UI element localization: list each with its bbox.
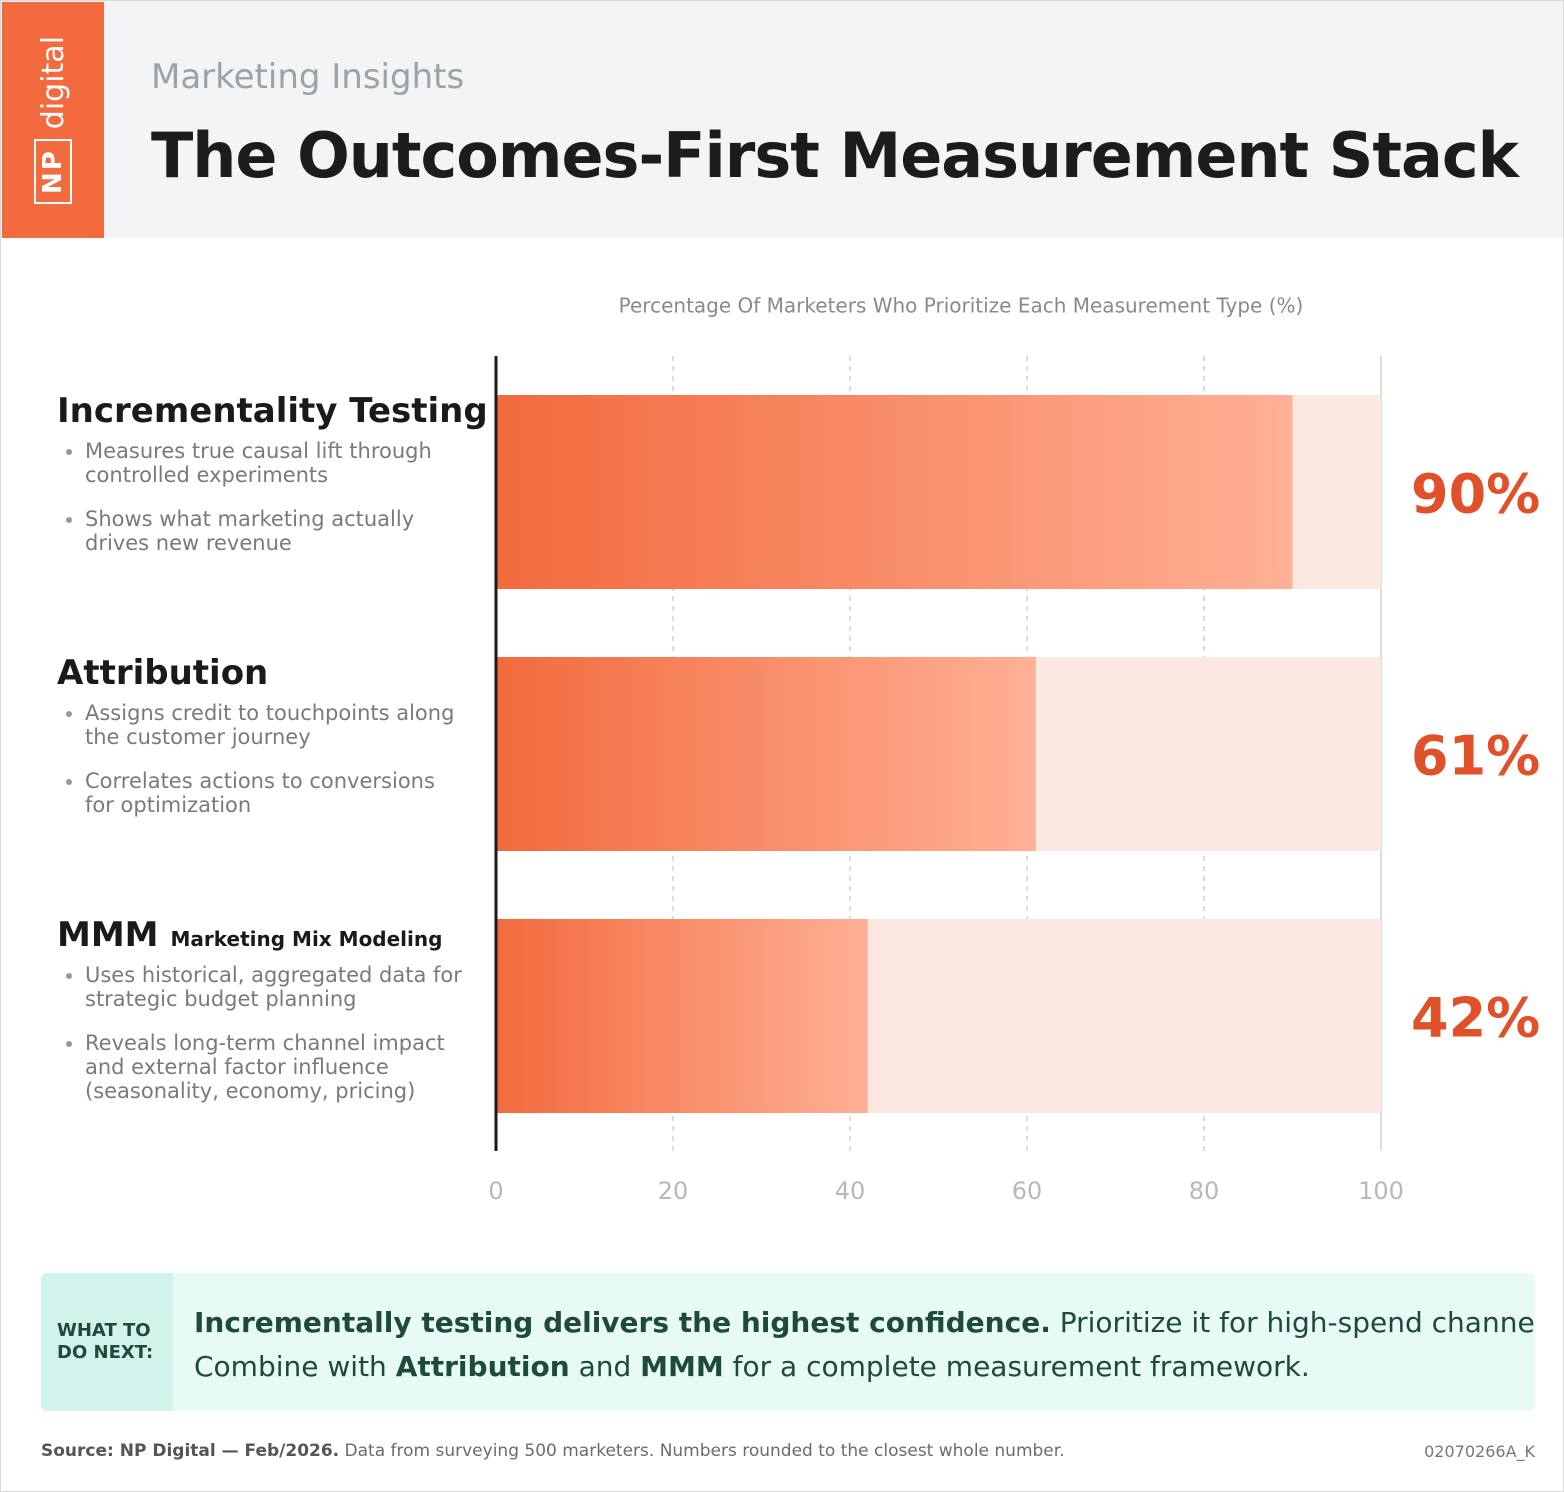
bullet-list: Measures true causal lift through contro…	[57, 439, 467, 555]
callout-line: Incrementally testing delivers the highe…	[194, 1301, 1535, 1345]
callout-segment: Incrementally testing delivers the highe…	[194, 1306, 1051, 1339]
x-tick-label: 0	[488, 1177, 503, 1205]
bullet: Shows what marketing actually drives new…	[85, 507, 467, 555]
category-label: MMM	[57, 915, 159, 955]
callout-segment: Combine with	[194, 1350, 396, 1383]
bar	[496, 657, 1036, 851]
bullet: Correlates actions to conversions for op…	[85, 769, 467, 817]
bullet: Measures true causal lift through contro…	[85, 439, 467, 487]
x-tick-label: 60	[1012, 1177, 1043, 1205]
callout-segment: Attribution	[395, 1350, 570, 1383]
callout-text: Incrementally testing delivers the highe…	[194, 1301, 1535, 1389]
axis-title: Percentage Of Marketers Who Prioritize E…	[619, 294, 1304, 318]
x-tick-label: 40	[835, 1177, 866, 1205]
footer: Source: NP Digital — Feb/2026. Data from…	[41, 1441, 1065, 1461]
chart: Percentage Of Marketers Who Prioritize E…	[488, 294, 1540, 1206]
title: The Outcomes-First Measurement Stack	[151, 119, 1519, 192]
logo: NP digital	[2, 2, 104, 238]
category-name: Attribution	[57, 653, 467, 693]
subtitle: Marketing Insights	[151, 57, 465, 97]
callout-line: Combine with Attribution and MMM for a c…	[194, 1345, 1535, 1389]
note: Data from surveying 500 marketers. Numbe…	[339, 1441, 1065, 1461]
callout-segment: for a complete measurement framework.	[723, 1350, 1310, 1383]
category-label: Attribution	[57, 653, 269, 693]
category-name: MMM Marketing Mix Modeling	[57, 915, 467, 955]
category-name: Incrementality Testing	[57, 391, 488, 431]
value-label: 61%	[1411, 725, 1540, 788]
x-tick-label: 80	[1189, 1177, 1220, 1205]
x-tick-label: 20	[658, 1177, 689, 1205]
source: Source: NP Digital — Feb/2026.	[41, 1441, 340, 1461]
category-block: Incrementality Testing Measures true caus…	[57, 391, 488, 575]
category-block: MMM Marketing Mix Modeling Uses historical…	[57, 915, 467, 1123]
value-label: 90%	[1411, 463, 1540, 526]
category-block: Attribution Assigns credit to touchpoints…	[57, 653, 467, 837]
bar	[496, 395, 1293, 589]
callout-segment: and	[569, 1350, 641, 1383]
bullet-list: Uses historical, aggregated data for str…	[57, 963, 467, 1103]
callout-segment: Prioritize it for high-spend channels.	[1050, 1306, 1535, 1339]
x-tick-label: 100	[1358, 1177, 1404, 1205]
value-label: 42%	[1411, 987, 1540, 1050]
bullet: Uses historical, aggregated data for str…	[85, 963, 467, 1011]
header: NP digital Marketing Insights The Outcom…	[1, 1, 1563, 238]
category-label: Incrementality Testing	[57, 391, 488, 431]
callout-segment: MMM	[640, 1350, 724, 1383]
callout-label-box: WHAT TO DO NEXT:	[41, 1273, 173, 1411]
bullet: Assigns credit to touchpoints along the …	[85, 701, 467, 749]
bullet-list: Assigns credit to touchpoints along the …	[57, 701, 467, 817]
code: 02070266A_K	[1424, 1442, 1535, 1461]
bullet: Reveals long-term channel impact and ext…	[85, 1031, 467, 1103]
callout: WHAT TO DO NEXT: Incrementally testing d…	[41, 1273, 1535, 1411]
bar	[496, 919, 868, 1113]
callout-label: WHAT TO DO NEXT:	[57, 1320, 154, 1363]
category-subtitle: Marketing Mix Modeling	[170, 927, 443, 951]
